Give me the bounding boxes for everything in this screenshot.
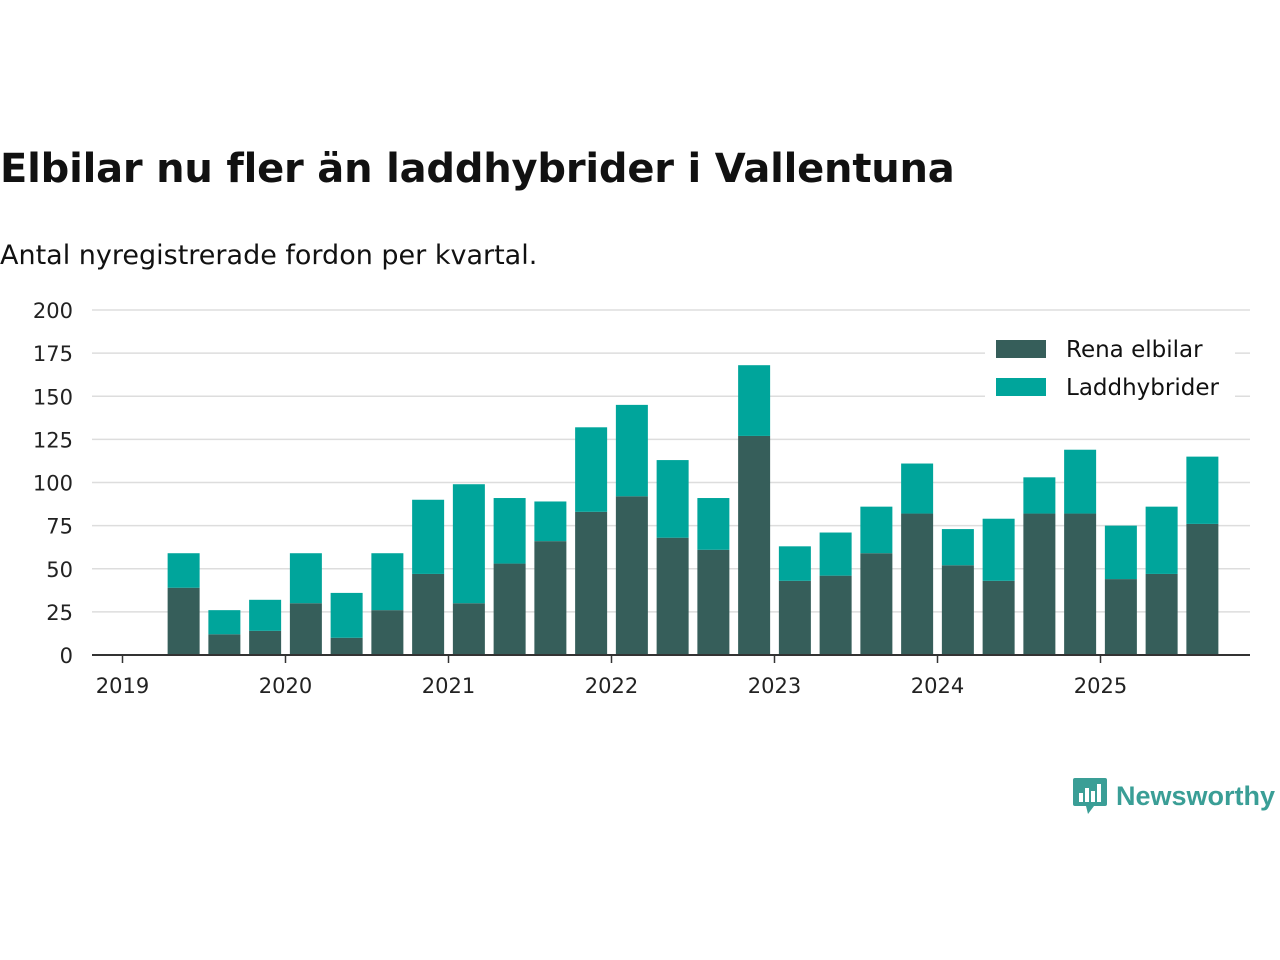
bar-rena-elbilar (534, 541, 567, 655)
y-tick-label: 175 (33, 342, 73, 366)
bar-rena-elbilar (1145, 573, 1178, 655)
bar-laddhybrider (1145, 506, 1178, 574)
bars (167, 365, 1219, 655)
bar-rena-elbilar (452, 603, 485, 655)
bar-rena-elbilar (412, 573, 445, 655)
bar-rena-elbilar (371, 610, 404, 655)
bar-rena-elbilar (819, 575, 852, 655)
x-tick-label: 2020 (259, 674, 312, 698)
bar-rena-elbilar (982, 580, 1015, 655)
bar-rena-elbilar (941, 565, 974, 655)
bar-rena-elbilar (289, 603, 322, 655)
x-tick-label: 2023 (748, 674, 801, 698)
y-tick-label: 100 (33, 472, 73, 496)
bar-laddhybrider (208, 610, 241, 635)
chart-subtitle: Antal nyregistrerade fordon per kvartal. (0, 240, 538, 271)
bar-laddhybrider (575, 427, 608, 512)
chart-title: Elbilar nu fler än laddhybrider i Vallen… (0, 146, 955, 192)
bar-rena-elbilar (1064, 513, 1097, 655)
bar-rena-elbilar (493, 563, 526, 655)
x-tick-label: 2025 (1074, 674, 1127, 698)
bar-rena-elbilar (615, 496, 648, 655)
bar-rena-elbilar (901, 513, 934, 655)
legend-label-laddhybrider: Laddhybrider (1066, 375, 1219, 401)
y-tick-labels: 0 25 50 75 100 125 150 175 200 (33, 299, 73, 668)
bar-rena-elbilar (1186, 523, 1219, 655)
y-tick-label: 75 (46, 515, 73, 539)
x-tick-label: 2021 (422, 674, 475, 698)
legend-label-rena-elbilar: Rena elbilar (1066, 337, 1203, 363)
newsworthy-logo-icon (1073, 778, 1107, 814)
bar-rena-elbilar (167, 587, 200, 655)
x-tick-label: 2022 (585, 674, 638, 698)
legend-swatch-rena-elbilar (996, 340, 1046, 358)
brand-logo: Newsworthy (1072, 776, 1275, 816)
bar-laddhybrider (778, 546, 811, 581)
bar-laddhybrider (901, 463, 934, 514)
bar-laddhybrider (167, 553, 200, 588)
bar-rena-elbilar (1023, 513, 1056, 655)
x-tick-labels: 2019 2020 2021 2022 2023 2024 2025 (96, 655, 1127, 698)
bar-rena-elbilar (697, 549, 730, 655)
bar-laddhybrider (371, 553, 404, 611)
y-tick-label: 125 (33, 428, 73, 452)
x-tick-label: 2019 (96, 674, 149, 698)
y-tick-label: 50 (46, 558, 73, 582)
bar-laddhybrider (656, 460, 689, 538)
bar-rena-elbilar (208, 634, 241, 655)
bar-laddhybrider (941, 529, 974, 566)
y-tick-label: 150 (33, 385, 73, 409)
bar-rena-elbilar (860, 553, 893, 655)
bar-rena-elbilar (778, 580, 811, 655)
bar-laddhybrider (615, 404, 648, 497)
y-tick-label: 0 (60, 644, 73, 668)
bar-laddhybrider (289, 553, 322, 604)
legend: Rena elbilar Laddhybrider (985, 326, 1235, 401)
bar-laddhybrider (1023, 477, 1056, 514)
bar-laddhybrider (330, 592, 363, 638)
bar-laddhybrider (1186, 456, 1219, 524)
bar-laddhybrider (452, 484, 485, 604)
bar-rena-elbilar (330, 637, 363, 655)
bar-laddhybrider (412, 499, 445, 574)
bar-rena-elbilar (656, 537, 689, 655)
y-tick-label: 200 (33, 299, 73, 323)
bar-rena-elbilar (249, 630, 282, 655)
bar-laddhybrider (860, 506, 893, 554)
bar-rena-elbilar (575, 511, 608, 655)
bar-laddhybrider (534, 501, 567, 542)
y-tick-label: 25 (46, 601, 73, 625)
bar-rena-elbilar (1104, 579, 1137, 655)
bar-laddhybrider (1104, 525, 1137, 580)
bar-laddhybrider (738, 365, 771, 436)
brand-name: Newsworthy (1116, 780, 1276, 811)
bar-laddhybrider (493, 498, 526, 564)
legend-swatch-laddhybrider (996, 378, 1046, 396)
bar-laddhybrider (982, 518, 1015, 581)
bar-laddhybrider (697, 498, 730, 550)
bar-laddhybrider (819, 532, 852, 576)
bar-laddhybrider (1064, 449, 1097, 514)
bar-laddhybrider (249, 599, 282, 631)
bar-rena-elbilar (738, 435, 771, 655)
x-tick-label: 2024 (911, 674, 964, 698)
